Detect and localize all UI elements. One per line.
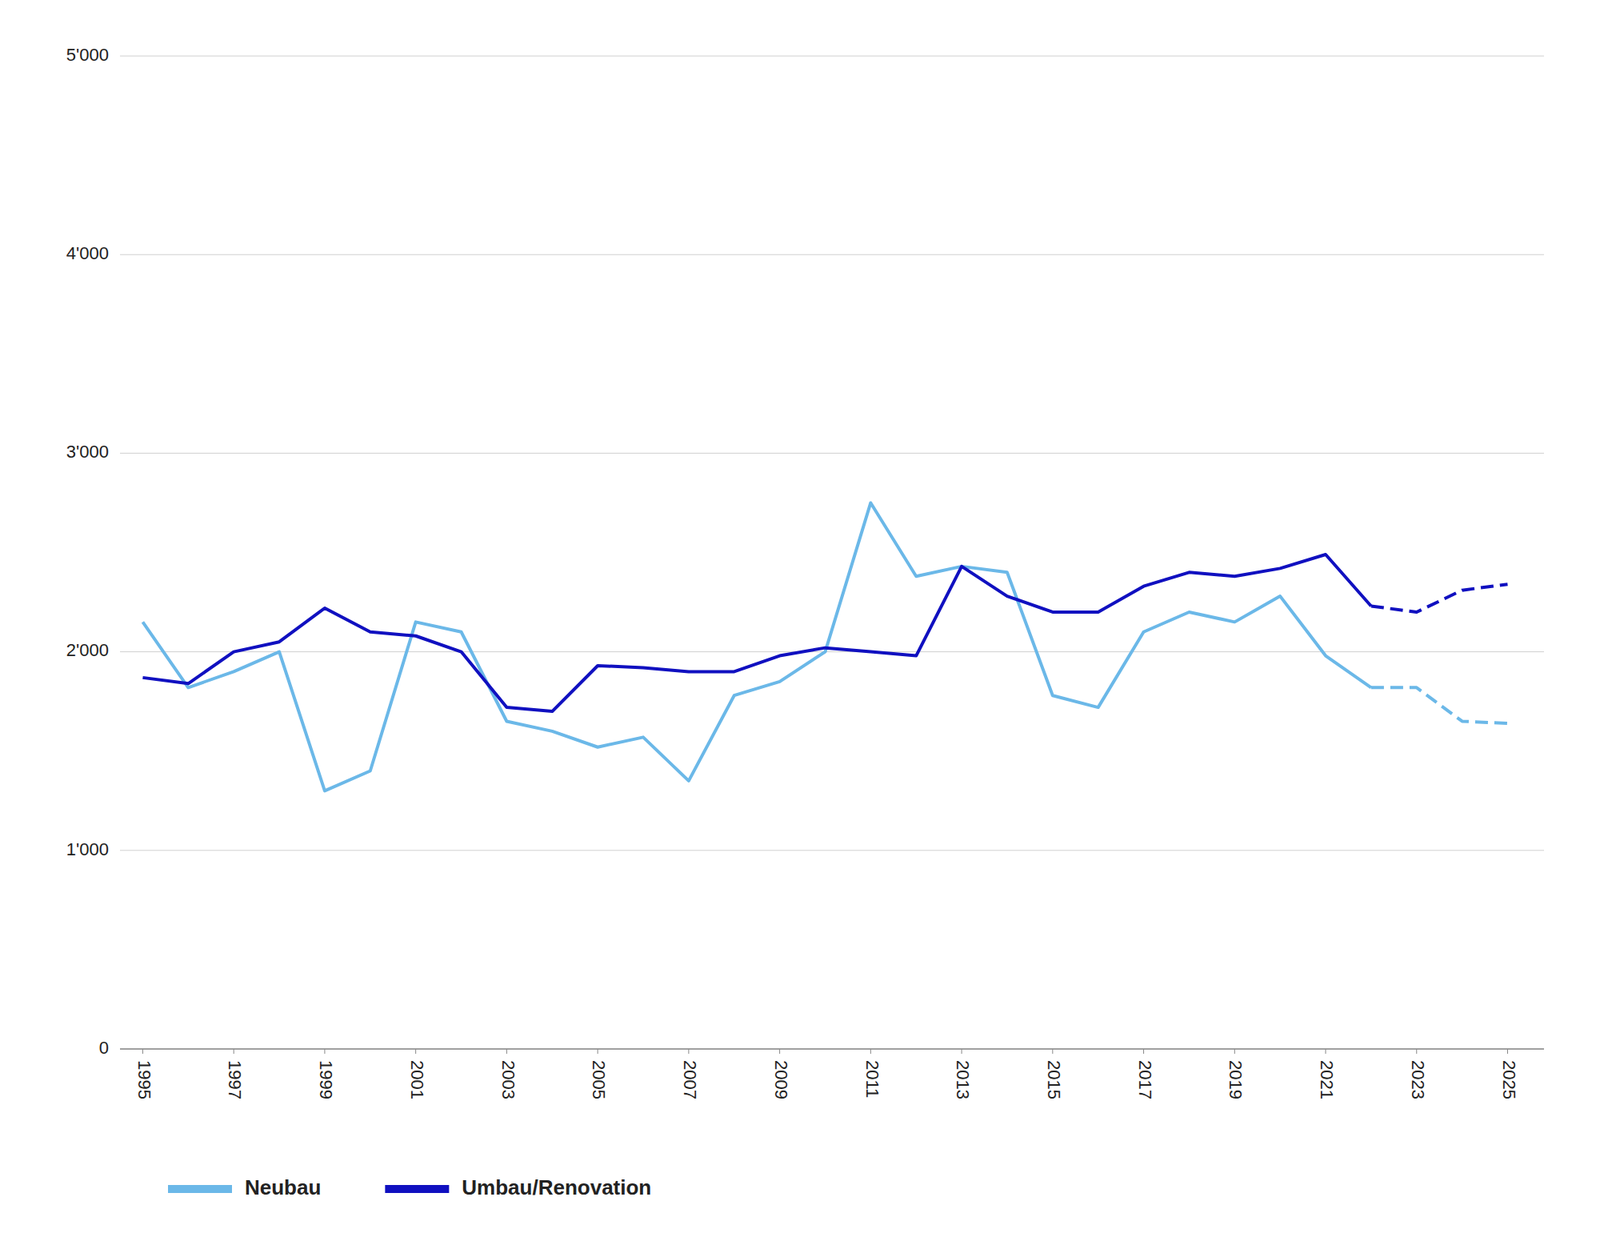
x-tick-label: 2013 bbox=[952, 1060, 973, 1100]
x-tick-label: 1995 bbox=[134, 1060, 155, 1100]
grid-line bbox=[120, 1048, 1544, 1050]
x-tick-label: 2017 bbox=[1135, 1060, 1156, 1100]
series-line bbox=[142, 554, 1371, 712]
x-tick-label: 1999 bbox=[316, 1060, 336, 1100]
x-tick bbox=[870, 1048, 872, 1054]
y-tick-label: 1'000 bbox=[66, 839, 109, 860]
x-tick-label: 2007 bbox=[680, 1060, 700, 1100]
plot-area bbox=[142, 502, 1508, 791]
axes: 0 1'000 2'000 3'000 4'000 5'000 1995 1997 1999 20… bbox=[66, 44, 1544, 1100]
grid-line bbox=[120, 849, 1544, 851]
series-line bbox=[142, 502, 1371, 791]
y-tick-label: 2'000 bbox=[66, 640, 109, 660]
grid bbox=[120, 56, 1544, 1049]
y-tick-label: 5'000 bbox=[66, 44, 109, 65]
chart: 0 1'000 2'000 3'000 4'000 5'000 1995 1997 1999 20… bbox=[0, 0, 1600, 1233]
x-tick bbox=[142, 1048, 144, 1054]
x-tick bbox=[1143, 1048, 1144, 1054]
x-tick bbox=[415, 1048, 416, 1054]
x-tick-label: 2001 bbox=[407, 1060, 428, 1100]
x-tick bbox=[597, 1048, 599, 1054]
grid-line bbox=[120, 254, 1544, 256]
x-tick bbox=[1507, 1048, 1508, 1054]
x-tick-label: 2019 bbox=[1225, 1060, 1246, 1100]
legend-swatch bbox=[168, 1184, 232, 1193]
legend: Neubau Umbau/Renovation bbox=[168, 1175, 652, 1200]
x-tick bbox=[1234, 1048, 1236, 1054]
grid-line bbox=[120, 56, 1544, 57]
x-tick bbox=[1416, 1048, 1417, 1054]
legend-label: Umbau/Renovation bbox=[461, 1175, 652, 1200]
x-tick bbox=[1052, 1048, 1053, 1054]
grid-line bbox=[120, 651, 1544, 652]
y-tick-label: 4'000 bbox=[66, 243, 109, 264]
x-tick bbox=[779, 1048, 780, 1054]
x-tick bbox=[233, 1048, 235, 1054]
series-line bbox=[1371, 687, 1508, 724]
y-tick-label: 0 bbox=[99, 1037, 109, 1058]
legend-swatch bbox=[384, 1184, 449, 1193]
x-tick bbox=[324, 1048, 325, 1054]
series-line bbox=[1371, 584, 1508, 612]
x-tick-label: 2025 bbox=[1499, 1060, 1520, 1100]
x-tick bbox=[961, 1048, 963, 1054]
x-tick-label: 2009 bbox=[771, 1060, 792, 1100]
x-tick-label: 2015 bbox=[1044, 1060, 1064, 1100]
x-axis-line bbox=[120, 1048, 1544, 1050]
x-tick-label: 2011 bbox=[862, 1060, 883, 1098]
x-tick-label: 2021 bbox=[1316, 1060, 1337, 1100]
x-tick bbox=[1325, 1048, 1327, 1054]
x-tick-label: 2005 bbox=[588, 1060, 609, 1100]
x-tick bbox=[506, 1048, 508, 1054]
x-tick-label: 1997 bbox=[224, 1060, 245, 1100]
x-tick bbox=[688, 1048, 689, 1054]
x-tick-label: 2023 bbox=[1408, 1060, 1428, 1100]
x-tick-label: 2003 bbox=[498, 1060, 519, 1100]
legend-label: Neubau bbox=[244, 1175, 321, 1200]
grid-line bbox=[120, 452, 1544, 454]
y-tick-label: 3'000 bbox=[66, 441, 109, 462]
